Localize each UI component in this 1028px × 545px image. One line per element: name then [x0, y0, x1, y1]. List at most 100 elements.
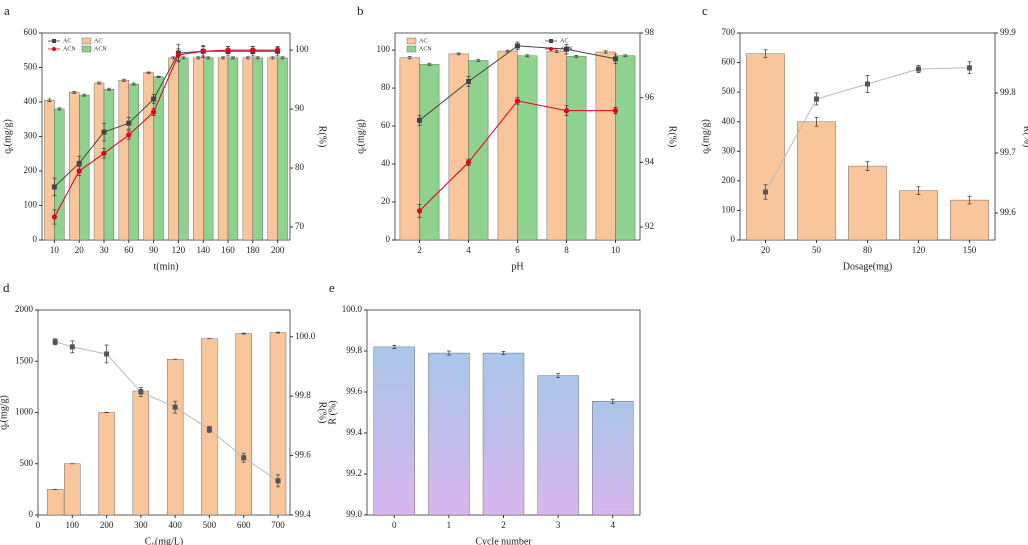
- x-tick-label: 0: [392, 520, 397, 530]
- point-marker: [250, 47, 256, 53]
- y-tick-label: 99.4: [346, 427, 362, 437]
- bar: [118, 80, 129, 241]
- x-axis-title: t(min): [154, 261, 179, 272]
- y-tick-label: 200: [722, 175, 736, 185]
- point-marker: [563, 108, 570, 114]
- y-tick-label: 300: [722, 145, 736, 155]
- y-axis-title: qₑ(mg/g): [355, 119, 366, 154]
- point-marker: [515, 43, 520, 49]
- x-tick-label: 10: [611, 245, 621, 255]
- point-marker: [275, 478, 281, 484]
- x-tick-label: 4: [610, 520, 615, 530]
- y-tick-label: 80: [381, 82, 391, 92]
- point-marker: [51, 184, 57, 190]
- bar: [103, 89, 115, 241]
- bar: [497, 50, 518, 241]
- point-marker: [138, 389, 144, 395]
- bar: [448, 53, 469, 241]
- y-tick-label: 0: [29, 509, 34, 519]
- legend-label: AC: [419, 38, 427, 44]
- y-axis-title: qₑ(mg/g): [700, 119, 711, 154]
- legend-label: AC: [63, 38, 71, 44]
- series-line: [53, 49, 278, 218]
- y2-tick-label: 99.4: [295, 509, 311, 519]
- y-tick-label: 0: [33, 234, 38, 244]
- bar: [202, 57, 214, 241]
- x-tick-label: 4: [466, 245, 471, 255]
- point-marker: [514, 98, 521, 104]
- x-tick-label: 60: [124, 245, 134, 255]
- point-marker: [465, 159, 472, 165]
- y2-tick-label: 80: [295, 162, 305, 172]
- x-axis-title: Dosage(mg): [843, 261, 892, 272]
- y-tick-label: 100: [24, 200, 38, 210]
- legend-swatch: [406, 45, 417, 53]
- x-tick-label: 90: [149, 245, 159, 255]
- point-marker: [763, 189, 768, 195]
- x-tick-label: 600: [237, 520, 251, 530]
- bar: [46, 489, 64, 516]
- point-marker: [814, 96, 819, 102]
- legend-label: ACN: [419, 46, 432, 52]
- y-tick-label: 0: [386, 234, 391, 244]
- y-tick-label: 99.8: [346, 345, 362, 355]
- x-axis-title: Cycle number: [475, 536, 532, 545]
- point-marker: [76, 168, 82, 174]
- bar: [178, 57, 189, 241]
- bar: [566, 56, 587, 241]
- x-axis-title: pH: [511, 261, 523, 272]
- y-tick-label: 60: [381, 120, 391, 130]
- panel-label: a: [4, 3, 10, 18]
- legend-label: AC: [560, 38, 568, 44]
- x-tick-label: 50: [812, 245, 822, 255]
- bar: [428, 352, 470, 516]
- point-marker: [417, 117, 422, 123]
- x-tick-label: 140: [196, 245, 210, 255]
- bar: [132, 390, 150, 516]
- series-line: [54, 50, 278, 188]
- x-tick-label: 300: [134, 520, 148, 530]
- legend-label: ACN: [94, 46, 107, 52]
- bar: [482, 352, 525, 516]
- series-line: [55, 341, 279, 482]
- y-tick-label: 300: [24, 131, 38, 141]
- bar: [252, 57, 263, 241]
- y2-tick-label: 70: [295, 221, 305, 231]
- point-marker: [126, 132, 132, 138]
- x-tick-label: 20: [761, 245, 771, 255]
- y-tick-label: 99.2: [346, 468, 362, 478]
- point-marker: [126, 120, 132, 126]
- x-tick-label: 10: [50, 245, 60, 255]
- legend-marker: [52, 47, 56, 51]
- y2-tick-label: 99.8: [1000, 87, 1016, 97]
- y-tick-label: 1000: [15, 407, 34, 417]
- point-marker: [69, 344, 75, 350]
- y-tick-label: 99.0: [346, 509, 362, 519]
- bar: [517, 55, 538, 241]
- y2-axis-title: R(%): [1022, 126, 1028, 148]
- bar: [277, 57, 288, 241]
- x-tick-label: 200: [271, 245, 285, 255]
- point-marker: [967, 65, 972, 71]
- point-marker: [612, 108, 619, 114]
- x-tick-label: 150: [963, 245, 977, 255]
- bar: [166, 359, 184, 516]
- point-marker: [101, 129, 107, 135]
- y2-axis-title: R(%): [317, 402, 328, 424]
- x-tick-label: 160: [221, 245, 235, 255]
- legend-marker: [549, 39, 553, 43]
- point-marker: [51, 214, 58, 220]
- bar: [235, 333, 252, 516]
- y-tick-label: 700: [722, 27, 736, 37]
- point-marker: [104, 351, 110, 357]
- y-tick-label: 99.6: [346, 386, 362, 396]
- panel-label: c: [702, 3, 708, 18]
- x-tick-label: 0: [36, 520, 41, 530]
- y-tick-label: 200: [24, 165, 38, 175]
- y2-tick-label: 100.0: [295, 331, 316, 341]
- panel-label: e: [329, 280, 335, 295]
- y-tick-label: 100: [722, 204, 736, 214]
- point-marker: [916, 66, 921, 72]
- bar: [950, 199, 989, 241]
